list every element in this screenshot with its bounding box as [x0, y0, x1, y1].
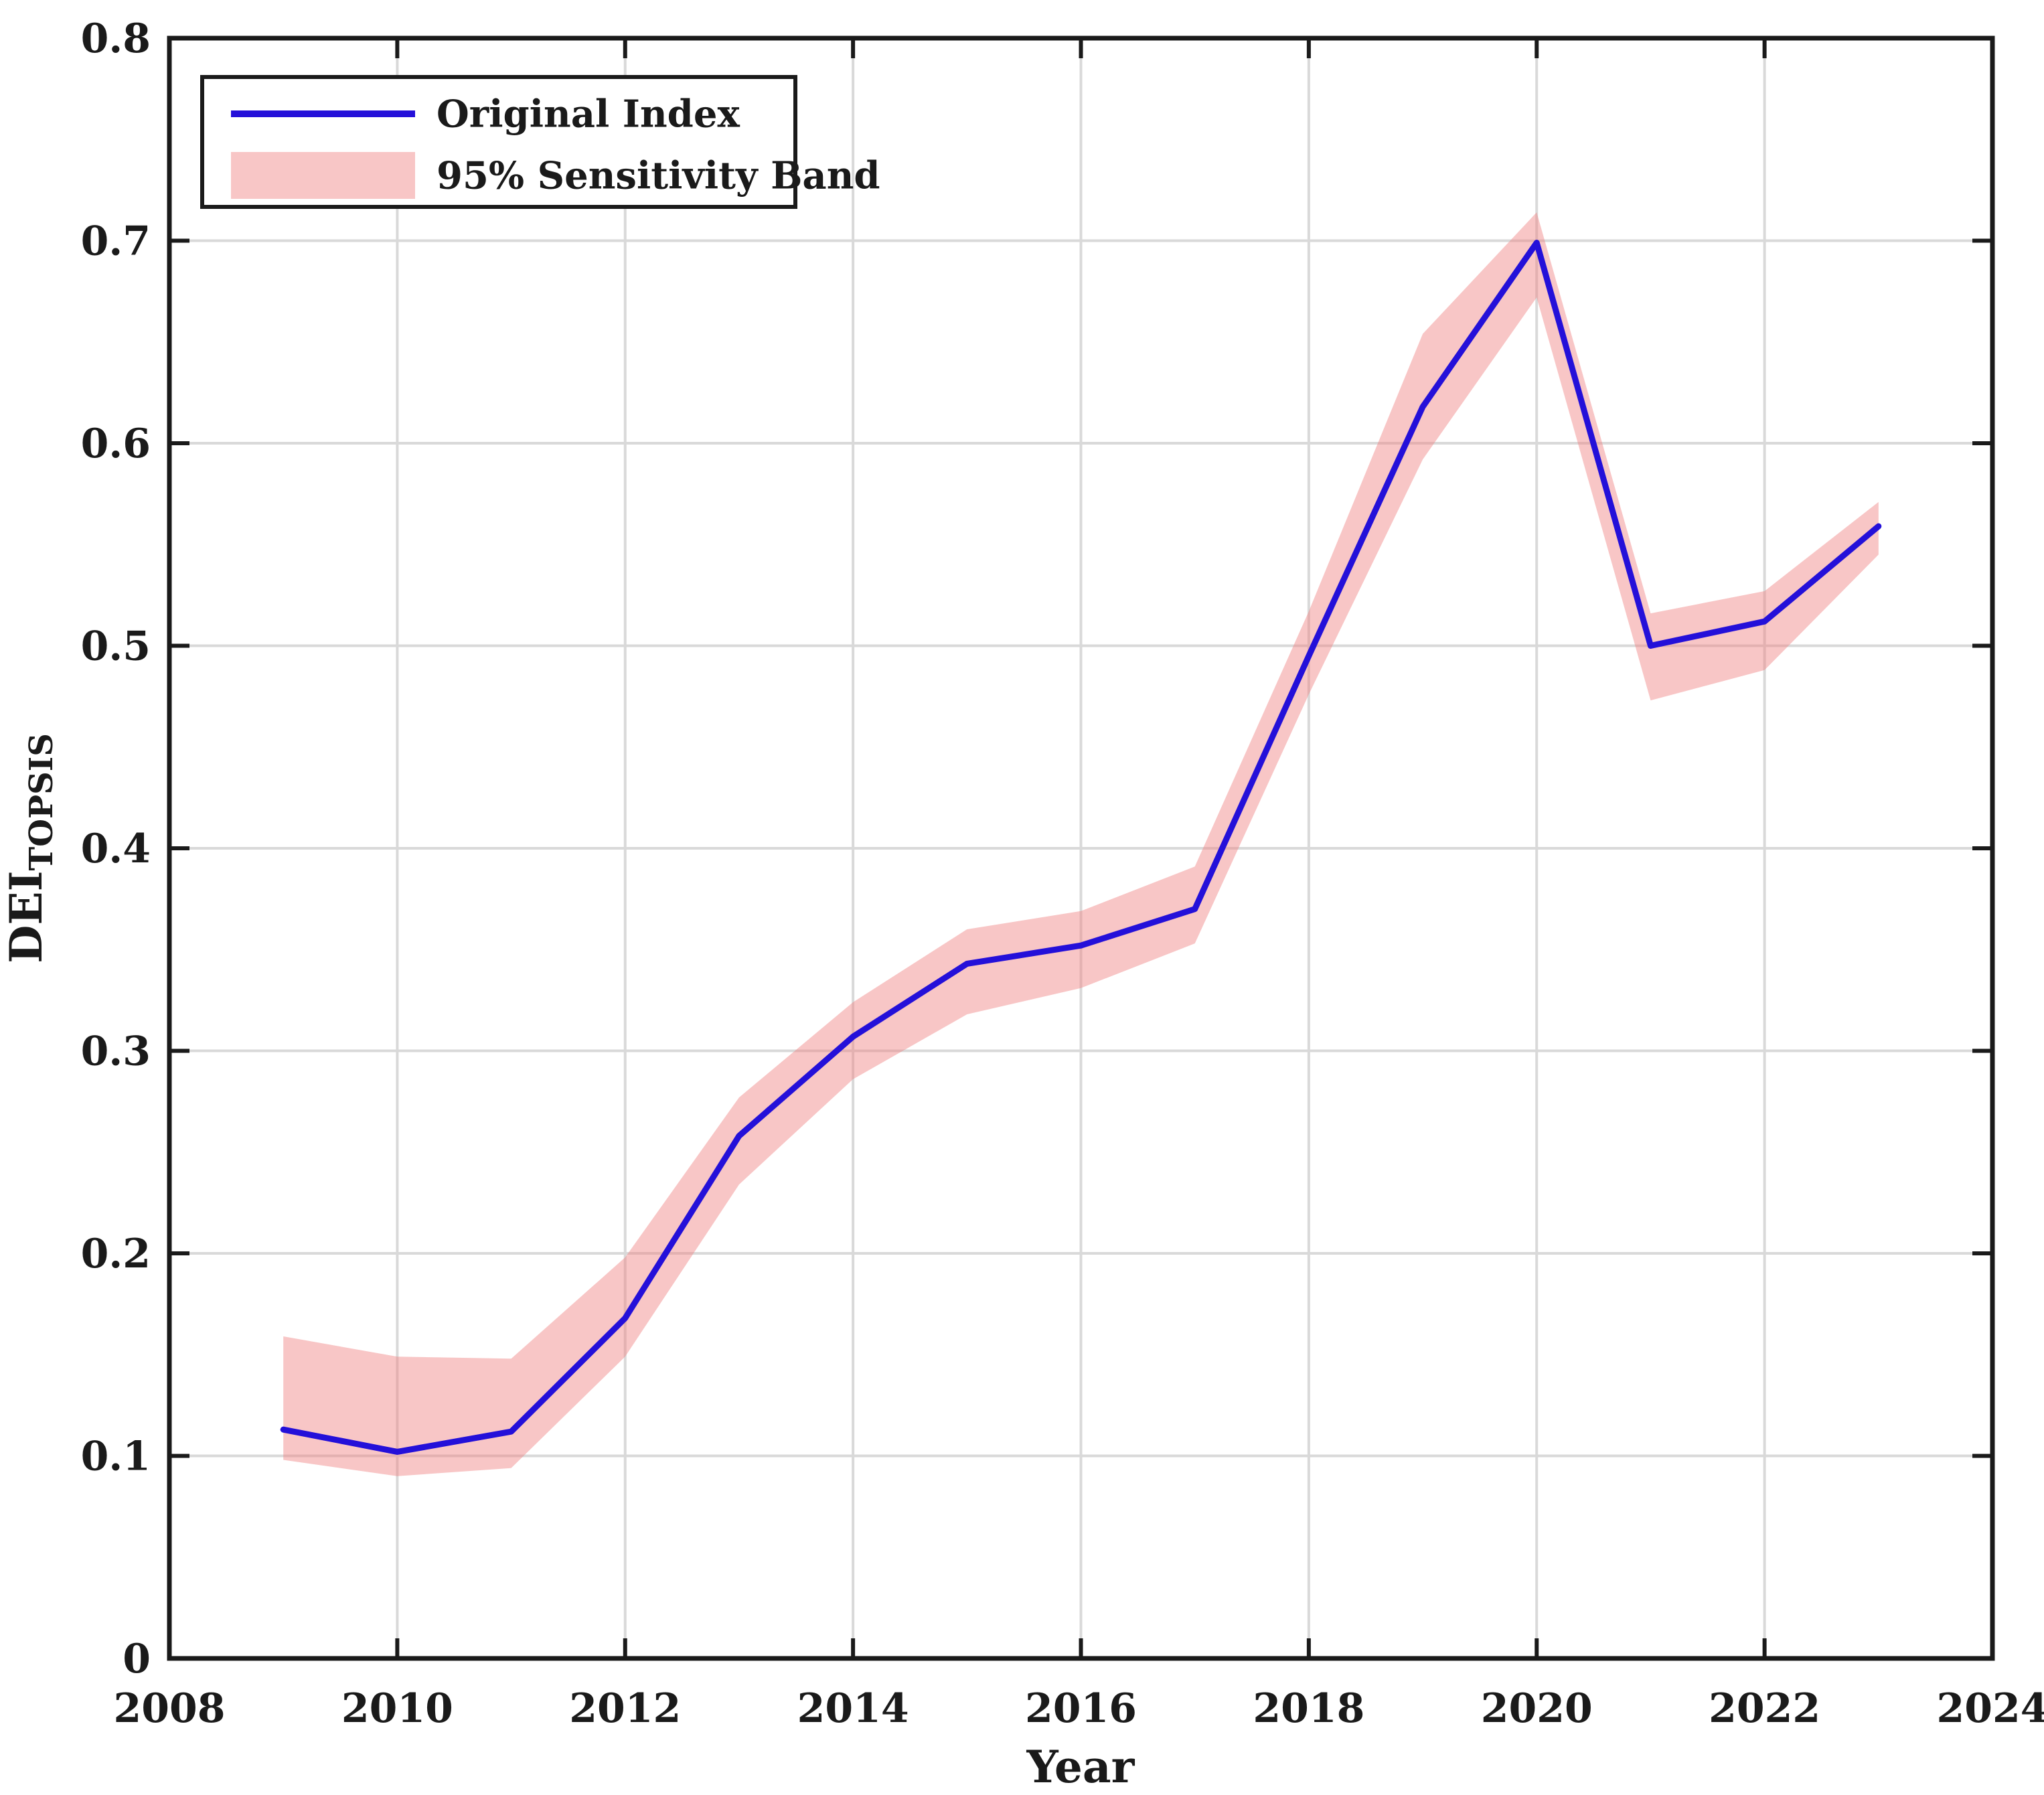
y-tick-label: 0.8	[81, 15, 151, 62]
x-tick-label: 2018	[1253, 1685, 1364, 1732]
x-tick-labels: 2008 2010 2012 2014 2016 2018 2020 2022 2024	[114, 1685, 2044, 1732]
legend-label-sensitivity-band: 95% Sensitivity Band	[437, 154, 880, 198]
y-tick-label: 0.1	[81, 1433, 151, 1480]
x-tick-label: 2010	[341, 1685, 453, 1732]
legend-band-swatch	[231, 152, 415, 199]
x-tick-label: 2012	[569, 1685, 681, 1732]
grid	[169, 38, 1992, 1658]
y-tick-label: 0.6	[81, 420, 151, 467]
y-tick-label: 0.7	[81, 218, 151, 265]
x-tick-label: 2016	[1025, 1685, 1137, 1732]
y-axis-label-main: DEI	[0, 870, 52, 963]
legend-label-original-index: Original Index	[437, 92, 740, 137]
x-tick-label: 2020	[1481, 1685, 1593, 1732]
legend-frame	[200, 75, 797, 209]
y-tick-label: 0.3	[81, 1028, 151, 1075]
x-tick-label: 2022	[1709, 1685, 1820, 1732]
y-tick-label: 0.2	[81, 1231, 151, 1277]
original-index-line	[280, 240, 1882, 1455]
y-tick-label: 0	[123, 1636, 151, 1683]
x-tick-label: 2014	[797, 1685, 909, 1732]
y-tick-labels: 0 0.1 0.2 0.3 0.4 0.5 0.6 0.7 0.8	[81, 15, 151, 1683]
y-tick-label: 0.5	[81, 623, 151, 670]
x-tick-label: 2024	[1937, 1685, 2044, 1732]
legend: Original Index 95% Sensitivity Band	[200, 75, 880, 209]
x-tick-label: 2008	[114, 1685, 226, 1732]
plot-frame	[167, 35, 1995, 1661]
y-axis-label: DEITOPSIS	[0, 733, 60, 963]
x-axis-label: Year	[1026, 1741, 1135, 1793]
y-tick-label: 0.4	[81, 826, 151, 872]
y-axis-label-subscript: TOPSIS	[23, 733, 60, 870]
